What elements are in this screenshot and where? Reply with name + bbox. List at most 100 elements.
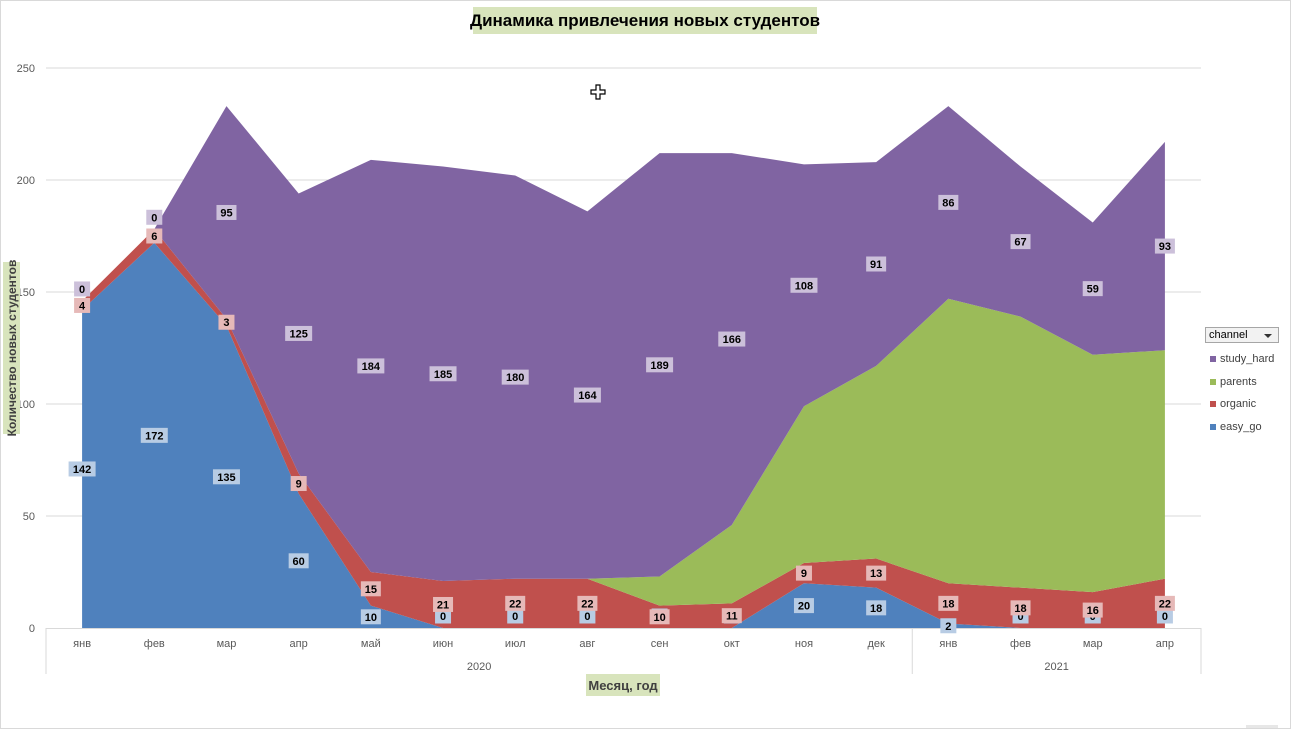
data-label-text: 18 xyxy=(1014,603,1026,615)
data-label-study-hard[interactable]: 86 xyxy=(938,194,959,210)
x-tick-label: апр xyxy=(290,638,308,650)
data-label-box xyxy=(1154,238,1175,254)
data-label-organic[interactable]: 22 xyxy=(1154,595,1175,611)
data-label-study-hard[interactable]: 59 xyxy=(1082,281,1103,297)
data-label-organic[interactable]: 6 xyxy=(146,228,163,244)
x-tick-label: дек xyxy=(867,638,885,650)
data-label-organic[interactable]: 16 xyxy=(1082,602,1103,618)
data-label-easy-go[interactable]: 0 xyxy=(579,608,596,624)
data-label-organic[interactable]: 18 xyxy=(938,595,959,611)
data-label-easy-go[interactable]: 20 xyxy=(793,598,814,614)
data-label-box xyxy=(216,204,237,220)
data-label-box xyxy=(866,600,887,616)
y-axis-title-box[interactable] xyxy=(3,262,20,434)
data-label-text: 189 xyxy=(650,360,668,372)
legend-label: study_hard xyxy=(1220,353,1275,366)
data-label-organic[interactable]: 13 xyxy=(866,565,887,581)
legend-item-easy-go[interactable]: easy_go xyxy=(1210,416,1274,439)
data-label-easy-go[interactable]: 172 xyxy=(140,427,168,443)
data-label-organic[interactable]: 9 xyxy=(795,565,812,581)
legend-item-study-hard[interactable]: study_hard xyxy=(1210,348,1274,371)
data-label-easy-go[interactable]: 18 xyxy=(866,600,887,616)
data-label-easy-go[interactable]: 135 xyxy=(212,469,240,485)
data-label-text: 67 xyxy=(1014,237,1026,249)
data-label-text: 95 xyxy=(220,207,232,219)
data-label-study-hard[interactable]: 95 xyxy=(216,204,237,220)
data-label-text: 164 xyxy=(578,390,597,402)
data-label-organic[interactable]: 21 xyxy=(433,596,454,612)
data-label-study-hard[interactable]: 108 xyxy=(790,277,818,293)
data-label-study-hard[interactable]: 164 xyxy=(573,387,601,403)
data-label-study-hard[interactable]: 185 xyxy=(429,366,457,382)
data-label-text: 185 xyxy=(434,369,452,381)
data-label-organic[interactable]: 15 xyxy=(360,581,381,597)
legend-field-label: channel xyxy=(1209,329,1248,341)
x-tick-label: янв xyxy=(939,638,957,650)
data-label-box xyxy=(288,553,309,569)
data-label-text: 0 xyxy=(512,611,518,623)
y-tick-label: 200 xyxy=(17,175,35,187)
data-label-study-hard[interactable]: 184 xyxy=(357,358,385,374)
data-label-text: 9 xyxy=(801,568,807,580)
data-label-text: 21 xyxy=(437,599,449,611)
data-label-text: 22 xyxy=(581,598,593,610)
area-study-hard[interactable] xyxy=(82,106,1165,581)
data-label-box xyxy=(649,609,670,625)
data-label-text: 0 xyxy=(1017,611,1023,623)
y-tick-label: 250 xyxy=(17,63,35,75)
data-label-easy-go[interactable]: 0 xyxy=(507,608,524,624)
data-label-box xyxy=(1156,608,1173,624)
data-label-box xyxy=(435,608,452,624)
legend-field-button[interactable]: channel xyxy=(1205,327,1279,343)
area-parents[interactable] xyxy=(82,229,1165,606)
data-label-box xyxy=(68,461,96,477)
data-label-study-hard[interactable]: 189 xyxy=(646,357,674,373)
data-label-organic[interactable]: 4 xyxy=(74,297,91,313)
data-label-organic[interactable]: 22 xyxy=(577,595,598,611)
data-label-study-hard[interactable]: 166 xyxy=(718,331,746,347)
resize-handle[interactable] xyxy=(1246,725,1278,728)
data-label-text: 184 xyxy=(362,361,381,373)
data-label-text: 6 xyxy=(151,231,157,243)
data-label-box xyxy=(507,608,524,624)
data-label-organic[interactable]: 3 xyxy=(218,314,235,330)
data-label-text: 0 xyxy=(584,611,590,623)
data-label-easy-go[interactable]: 0 xyxy=(1156,608,1173,624)
legend-item-parents[interactable]: parents xyxy=(1210,371,1274,394)
data-label-organic[interactable]: 10 xyxy=(649,609,670,625)
data-label-easy-go[interactable]: 2 xyxy=(940,618,957,634)
y-tick-label: 50 xyxy=(23,511,35,523)
data-label-text: 22 xyxy=(509,598,521,610)
data-label-box xyxy=(212,469,240,485)
data-label-study-hard[interactable]: 93 xyxy=(1154,238,1175,254)
data-label-easy-go[interactable]: 10 xyxy=(360,609,381,625)
data-label-box xyxy=(433,596,454,612)
data-label-study-hard[interactable]: 91 xyxy=(866,256,887,272)
data-label-easy-go[interactable]: 60 xyxy=(288,553,309,569)
data-label-text: 108 xyxy=(795,280,813,292)
legend-swatch xyxy=(1210,356,1216,363)
data-label-easy-go[interactable]: 0 xyxy=(435,608,452,624)
data-label-box xyxy=(573,387,601,403)
data-label-organic[interactable]: 18 xyxy=(1010,600,1031,616)
x-axis-title[interactable]: Месяц, год xyxy=(586,674,660,696)
data-label-easy-go[interactable]: 142 xyxy=(68,461,96,477)
data-label-organic[interactable]: 22 xyxy=(505,595,526,611)
chart-title[interactable]: Динамика привлечения новых студентов xyxy=(470,7,820,34)
data-label-study-hard[interactable]: 67 xyxy=(1010,234,1031,250)
data-label-study-hard[interactable]: 125 xyxy=(285,325,313,341)
data-label-study-hard[interactable]: 0 xyxy=(74,281,91,297)
data-label-study-hard[interactable]: 0 xyxy=(146,209,163,225)
data-label-box xyxy=(577,595,598,611)
data-label-organic[interactable]: 9 xyxy=(290,476,307,492)
data-label-box xyxy=(646,357,674,373)
legend-label: organic xyxy=(1220,398,1257,411)
data-label-box xyxy=(1082,602,1103,618)
data-label-text: 0 xyxy=(151,212,157,224)
data-label-box xyxy=(146,228,163,244)
data-label-box xyxy=(290,476,307,492)
legend-item-organic[interactable]: organic xyxy=(1210,393,1274,416)
area-easy-go[interactable] xyxy=(82,242,1165,628)
data-label-organic[interactable]: 11 xyxy=(721,608,742,624)
data-label-study-hard[interactable]: 180 xyxy=(501,369,529,385)
